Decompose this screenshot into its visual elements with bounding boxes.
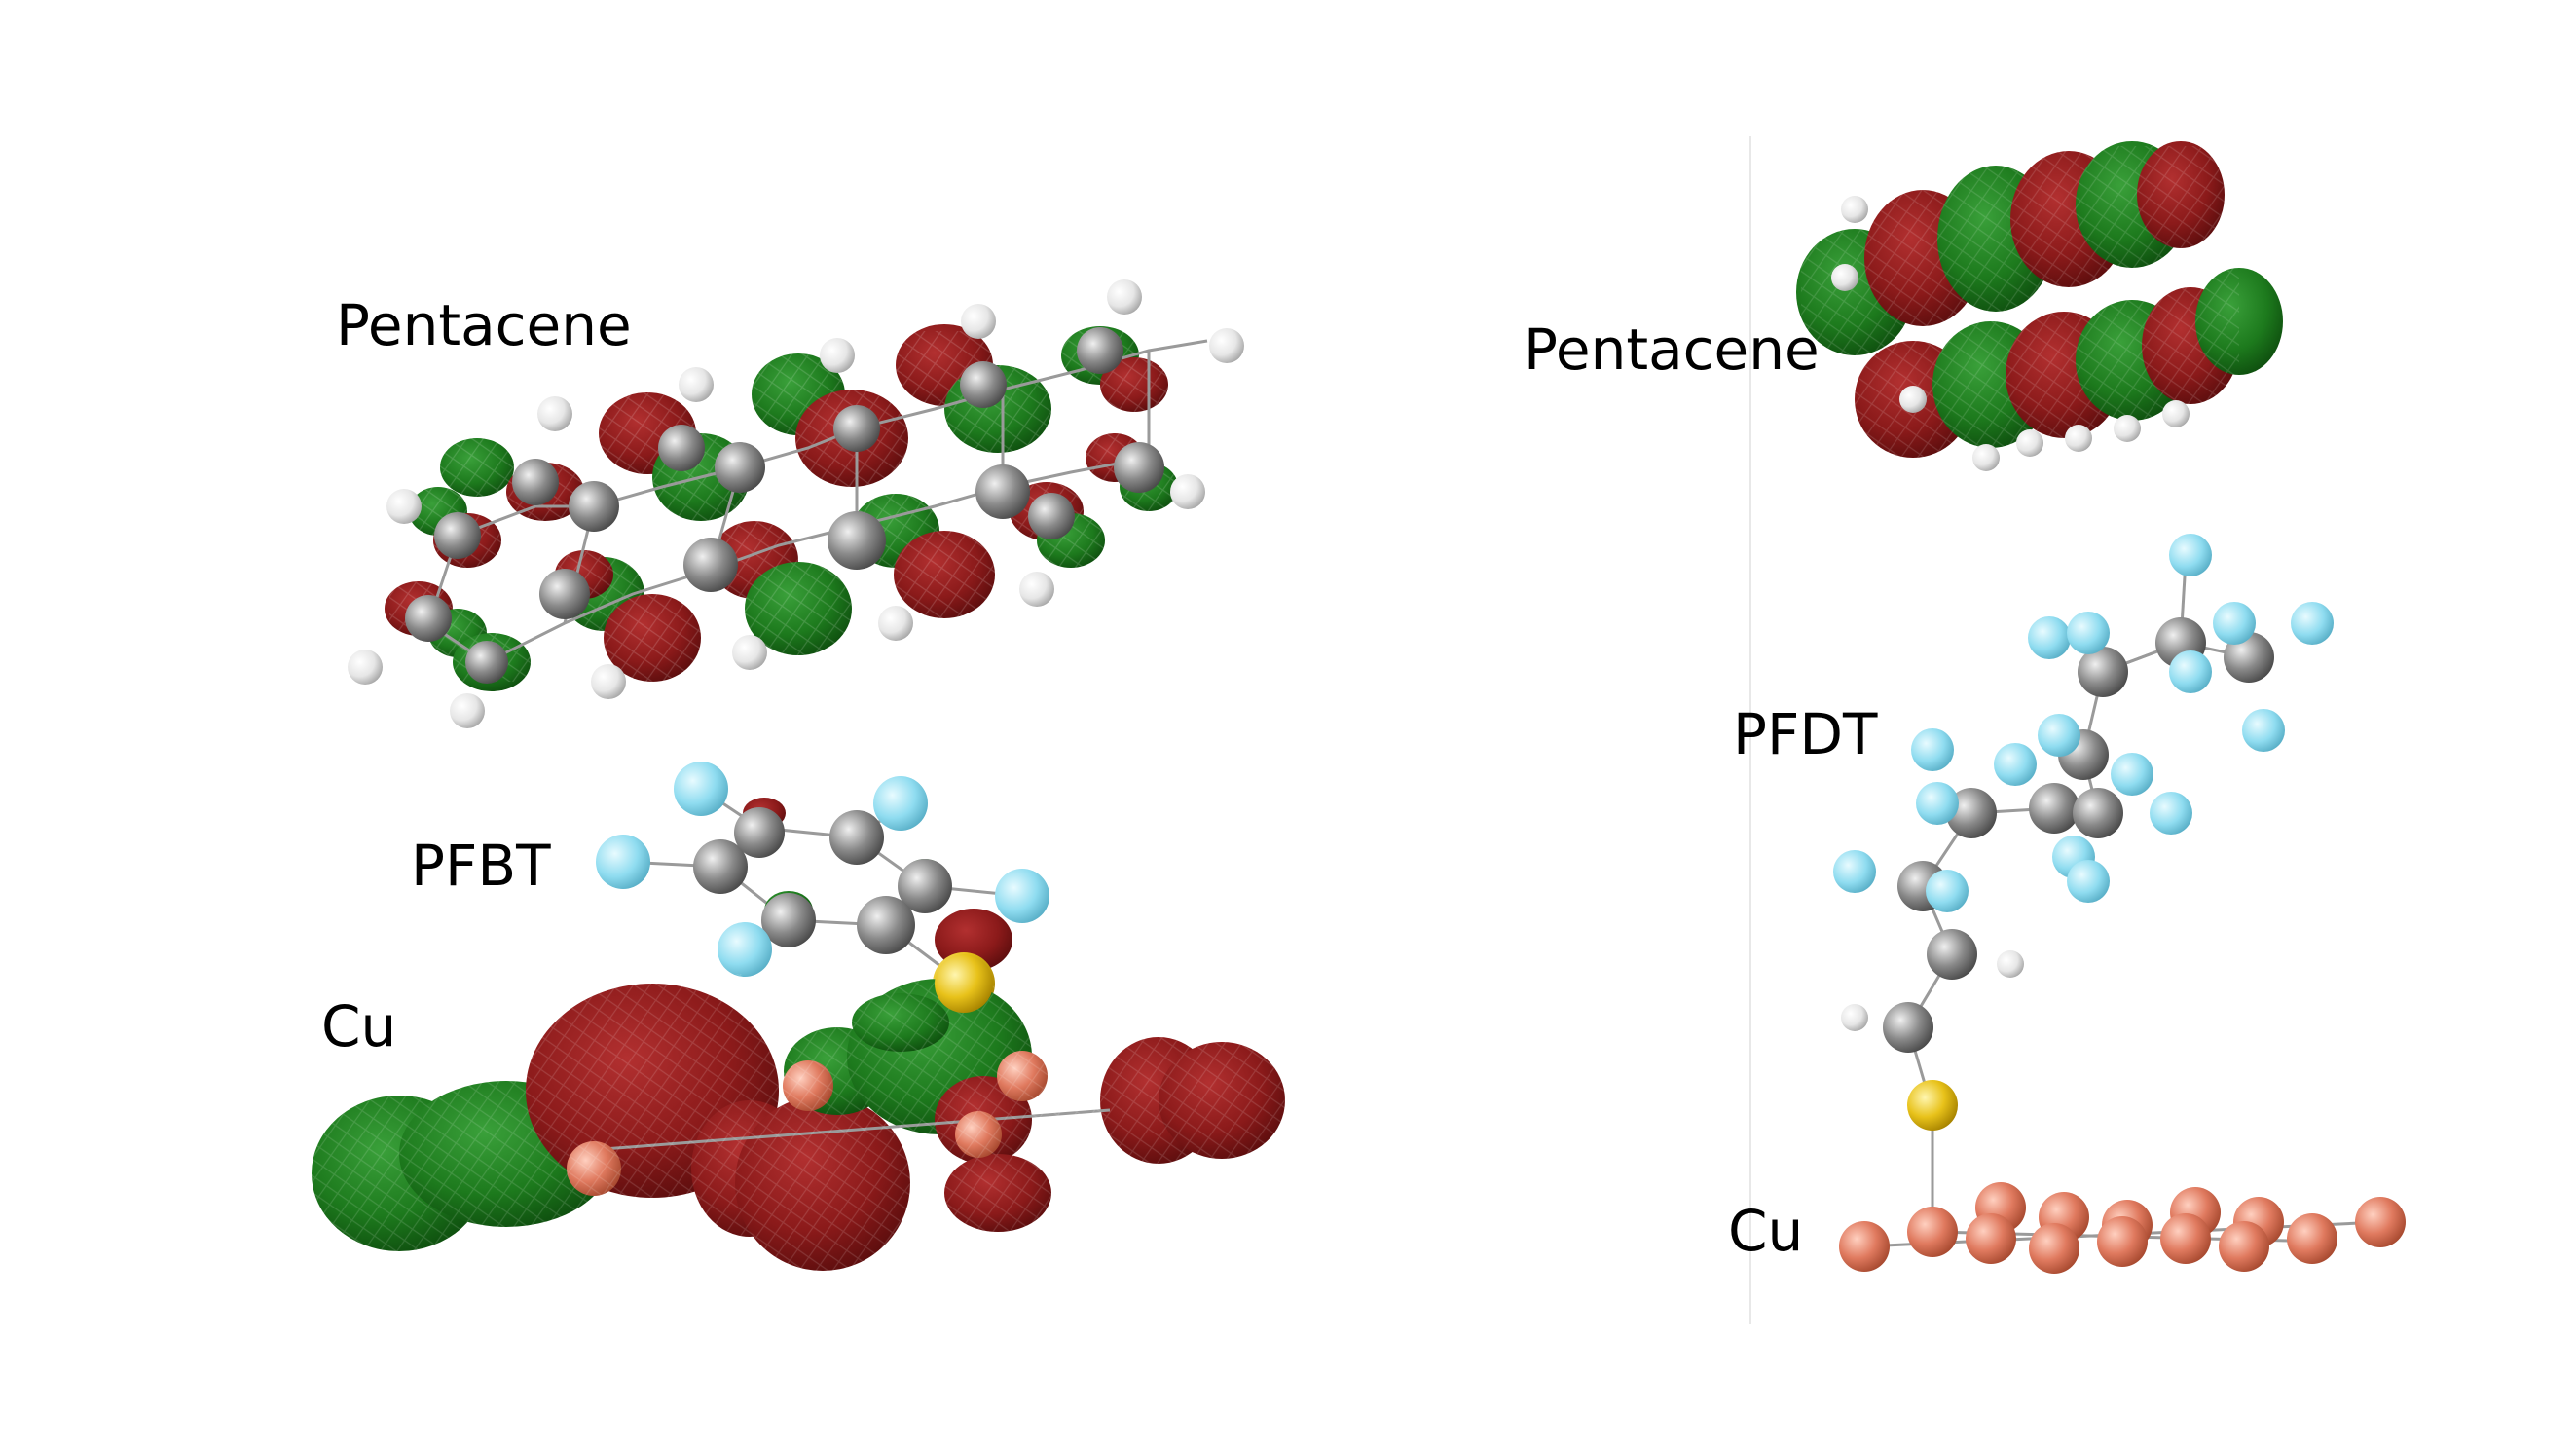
left-pentacene-molecule	[348, 279, 1244, 728]
left-pentacene-hydrogen-atoms	[348, 279, 1244, 728]
left-pfbt-label: PFBT	[411, 833, 551, 899]
left-pfbt-molecule	[596, 762, 1049, 1015]
left-pentacene-label: Pentacene	[336, 292, 632, 358]
right-pfdt-molecule	[1833, 534, 2334, 1227]
right-cu-label: Cu	[1728, 1198, 1804, 1264]
right-pentacene-molecule	[1796, 141, 2283, 471]
left-cu-label: Cu	[321, 993, 397, 1059]
left-pentacene-carbon-atoms	[405, 327, 1164, 684]
right-cu-surface	[1839, 1182, 2406, 1274]
panel-divider	[1749, 136, 1751, 1324]
right-pentacene-label: Pentacene	[1524, 316, 1820, 383]
right-pfdt-label: PFDT	[1733, 701, 1878, 767]
left-cu-surface	[312, 954, 1314, 1285]
